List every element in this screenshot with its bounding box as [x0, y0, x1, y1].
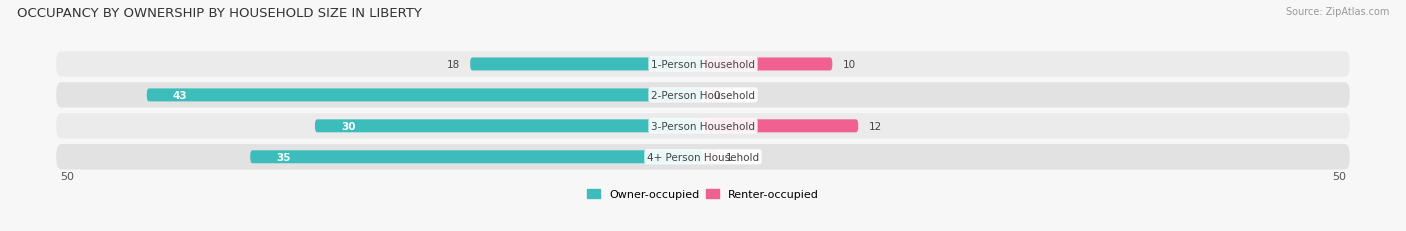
- Text: 2-Person Household: 2-Person Household: [651, 91, 755, 100]
- Text: 3-Person Household: 3-Person Household: [651, 121, 755, 131]
- Legend: Owner-occupied, Renter-occupied: Owner-occupied, Renter-occupied: [586, 189, 820, 200]
- Text: 50: 50: [1331, 171, 1346, 181]
- Text: 10: 10: [842, 60, 856, 70]
- FancyBboxPatch shape: [250, 151, 703, 164]
- Text: 30: 30: [340, 121, 356, 131]
- FancyBboxPatch shape: [470, 58, 703, 71]
- Text: 1: 1: [727, 152, 733, 162]
- FancyBboxPatch shape: [703, 58, 832, 71]
- Text: 35: 35: [276, 152, 291, 162]
- Text: 43: 43: [173, 91, 187, 100]
- FancyBboxPatch shape: [146, 89, 703, 102]
- Text: 18: 18: [447, 60, 460, 70]
- FancyBboxPatch shape: [56, 114, 1350, 139]
- FancyBboxPatch shape: [703, 151, 716, 164]
- Text: OCCUPANCY BY OWNERSHIP BY HOUSEHOLD SIZE IN LIBERTY: OCCUPANCY BY OWNERSHIP BY HOUSEHOLD SIZE…: [17, 7, 422, 20]
- FancyBboxPatch shape: [56, 144, 1350, 170]
- Text: 50: 50: [60, 171, 75, 181]
- FancyBboxPatch shape: [703, 89, 723, 102]
- Text: 1-Person Household: 1-Person Household: [651, 60, 755, 70]
- Text: 12: 12: [869, 121, 882, 131]
- FancyBboxPatch shape: [315, 120, 703, 133]
- Text: 4+ Person Household: 4+ Person Household: [647, 152, 759, 162]
- FancyBboxPatch shape: [703, 120, 858, 133]
- Text: 0: 0: [713, 91, 720, 100]
- FancyBboxPatch shape: [56, 83, 1350, 108]
- FancyBboxPatch shape: [56, 52, 1350, 77]
- Text: Source: ZipAtlas.com: Source: ZipAtlas.com: [1285, 7, 1389, 17]
